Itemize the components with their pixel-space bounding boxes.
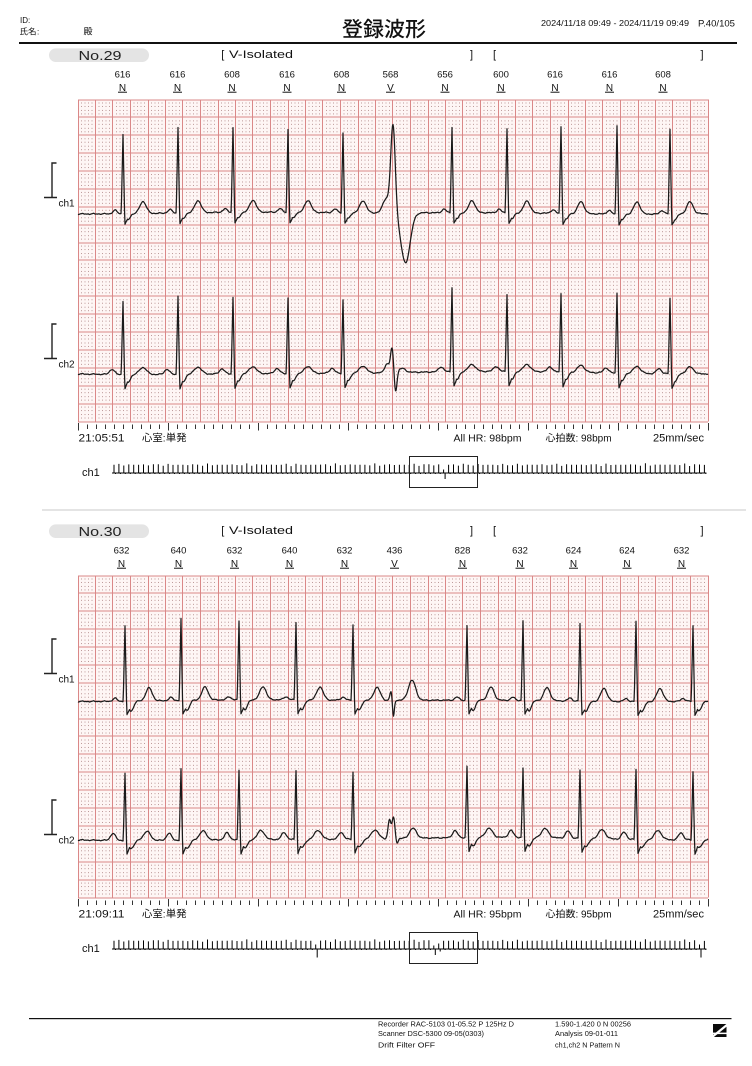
svg-text:V-Isolated: V-Isolated (229, 525, 293, 537)
svg-text:25mm/sec: 25mm/sec (653, 908, 704, 920)
svg-text:P.40/105: P.40/105 (698, 19, 735, 29)
svg-text:N: N (678, 559, 685, 570)
svg-text:All HR: 95bpm: All HR: 95bpm (454, 909, 522, 920)
svg-text:ch1: ch1 (82, 467, 100, 479)
svg-text:608: 608 (224, 70, 240, 81)
svg-text:Scanner DSC-5300 09-05(0303): Scanner DSC-5300 09-05(0303) (378, 1029, 484, 1038)
svg-text:ch2: ch2 (59, 836, 76, 847)
svg-text:N: N (231, 559, 238, 570)
svg-text:N: N (659, 83, 666, 94)
svg-text:Recorder RAC-5103 01-05.52 P: Recorder RAC-5103 01-05.52 P 125Hz D (378, 1020, 515, 1029)
svg-text:All HR: 98bpm: All HR: 98bpm (454, 433, 522, 444)
svg-text:632: 632 (337, 546, 353, 557)
svg-text:21:05:51: 21:05:51 (79, 432, 125, 444)
svg-text:25mm/sec: 25mm/sec (653, 432, 704, 444)
svg-text:ID:: ID: (20, 16, 30, 25)
svg-text:616: 616 (279, 70, 295, 81)
svg-text:616: 616 (170, 70, 186, 81)
svg-text:[: [ (221, 525, 224, 537)
svg-text:N: N (341, 559, 348, 570)
svg-text:N: N (174, 83, 181, 94)
svg-text:ch1: ch1 (82, 943, 100, 955)
svg-text:[: [ (493, 525, 496, 537)
svg-text::: : (163, 433, 166, 444)
svg-text:]: ] (470, 525, 473, 537)
svg-text:No.30: No.30 (79, 524, 122, 539)
svg-text:N: N (283, 83, 290, 94)
svg-text:N: N (338, 83, 345, 94)
svg-text:[: [ (493, 49, 496, 61)
svg-text:N: N (118, 559, 125, 570)
svg-text:]: ] (470, 49, 473, 61)
svg-text:N: N (119, 83, 126, 94)
svg-text:N: N (286, 559, 293, 570)
svg-text:N: N (175, 559, 182, 570)
svg-text:632: 632 (114, 546, 130, 557)
svg-text:]: ] (701, 525, 704, 537)
svg-text:N: N (441, 83, 448, 94)
svg-text:N: N (623, 559, 630, 570)
svg-text:[: [ (221, 49, 224, 61)
svg-text:624: 624 (566, 546, 582, 557)
svg-text:Drift Filter OFF: Drift Filter OFF (378, 1040, 435, 1049)
svg-text:436: 436 (387, 546, 403, 557)
svg-text:Analysis 09-01-011: Analysis 09-01-011 (555, 1029, 618, 1038)
svg-text:N: N (228, 83, 235, 94)
svg-text:98bpm: 98bpm (581, 433, 612, 444)
svg-text:828: 828 (455, 546, 471, 557)
svg-text:608: 608 (655, 70, 671, 81)
svg-text:600: 600 (493, 70, 509, 81)
svg-text:N: N (516, 559, 523, 570)
svg-text:V: V (387, 83, 394, 94)
svg-text:632: 632 (227, 546, 243, 557)
svg-text:656: 656 (437, 70, 453, 81)
svg-text:N: N (551, 83, 558, 94)
svg-text:624: 624 (619, 546, 635, 557)
svg-text:2024/11/18 09:49 - 2024/11/19: 2024/11/18 09:49 - 2024/11/19 09:49 (541, 18, 689, 28)
svg-text:1.590-1.420 0 N 00256: 1.590-1.420 0 N 00256 (555, 1020, 631, 1029)
svg-text::: : (163, 909, 166, 920)
svg-text::: : (37, 28, 39, 37)
svg-text:]: ] (701, 49, 704, 61)
svg-text:N: N (570, 559, 577, 570)
svg-text:V: V (391, 559, 398, 570)
svg-text:ch1: ch1 (59, 675, 76, 686)
svg-text:616: 616 (547, 70, 563, 81)
svg-text::: : (576, 433, 579, 444)
svg-text:N: N (459, 559, 466, 570)
svg-text:N: N (606, 83, 613, 94)
svg-text:ch1,ch2 N Pattern N: ch1,ch2 N Pattern N (555, 1040, 620, 1049)
svg-text:ch1: ch1 (59, 199, 76, 210)
svg-text:21:09:11: 21:09:11 (79, 908, 125, 920)
svg-text:ch2: ch2 (59, 360, 76, 371)
svg-text:640: 640 (282, 546, 298, 557)
svg-text:632: 632 (512, 546, 528, 557)
svg-text:568: 568 (383, 70, 399, 81)
svg-text:632: 632 (674, 546, 690, 557)
svg-text:N: N (497, 83, 504, 94)
svg-text:608: 608 (334, 70, 350, 81)
svg-text:616: 616 (115, 70, 131, 81)
svg-text::: : (576, 909, 579, 920)
svg-text:640: 640 (171, 546, 187, 557)
svg-text:No.29: No.29 (79, 48, 122, 63)
svg-text:V-Isolated: V-Isolated (229, 49, 293, 61)
svg-text:616: 616 (602, 70, 618, 81)
svg-text:95bpm: 95bpm (581, 909, 612, 920)
